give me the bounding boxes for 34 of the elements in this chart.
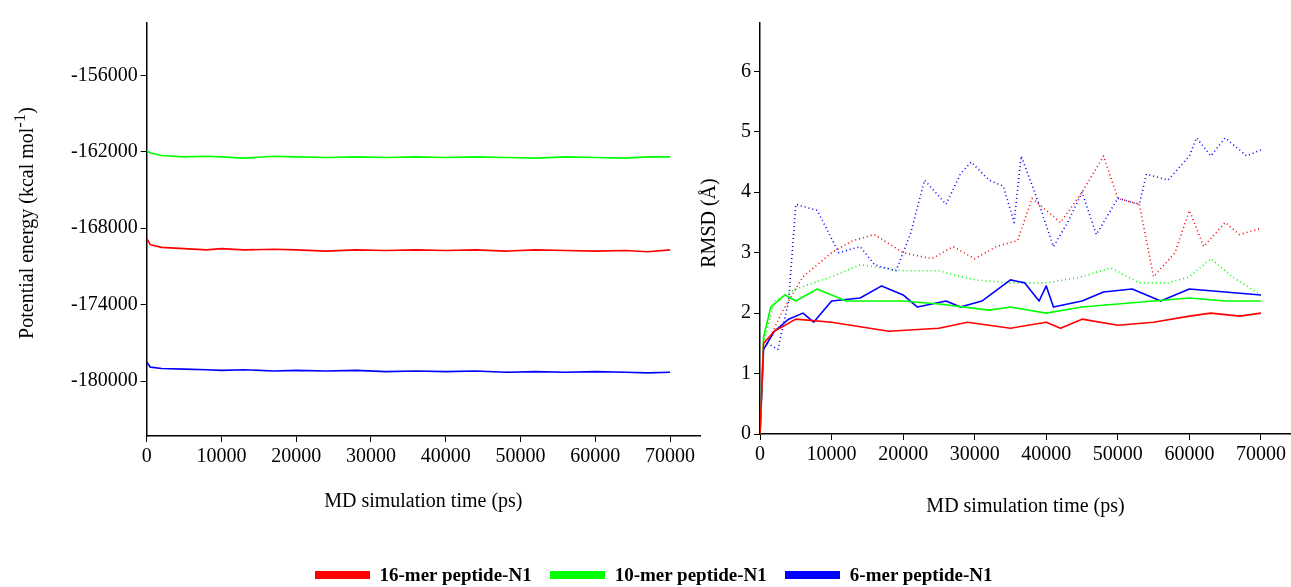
x-tick-label: 60000 xyxy=(1164,442,1215,465)
y-tick-label: 1 xyxy=(741,360,751,383)
x-tick-label: 20000 xyxy=(271,444,322,467)
x-tick-label: 10000 xyxy=(806,442,857,465)
x-axis-title: MD simulation time (ps) xyxy=(926,494,1125,518)
y-tick-label: 2 xyxy=(741,300,751,323)
y-axis-title: RMSD (Å) xyxy=(696,178,720,268)
x-tick-label: 40000 xyxy=(420,444,471,467)
x-tick-label: 30000 xyxy=(949,442,1000,465)
y-tick-label: 4 xyxy=(741,179,751,202)
y-tick-label: -180000 xyxy=(70,368,138,391)
y-tick-label: -168000 xyxy=(70,215,138,238)
x-tick-label: 50000 xyxy=(495,444,546,467)
x-tick-label: 60000 xyxy=(570,444,621,467)
y-tick-label: 6 xyxy=(741,58,751,81)
x-axis-title: MD simulation time (ps) xyxy=(324,489,523,513)
y-tick-label: -174000 xyxy=(70,291,138,314)
x-tick-label: 0 xyxy=(755,442,765,465)
y-tick-label: -162000 xyxy=(70,138,138,161)
x-tick-label: 10000 xyxy=(196,444,247,467)
x-tick-label: 70000 xyxy=(645,444,696,467)
x-tick-label: 50000 xyxy=(1092,442,1143,465)
x-tick-label: 20000 xyxy=(878,442,929,465)
y-tick-label: 3 xyxy=(741,239,751,262)
x-tick-label: 0 xyxy=(141,444,152,467)
y-tick-label: 5 xyxy=(741,119,751,142)
y-tick-label: -156000 xyxy=(70,62,138,85)
legend-label: 10-mer peptide-N1 xyxy=(614,564,767,586)
legend-label: 6-mer peptide-N1 xyxy=(849,564,993,586)
x-tick-label: 30000 xyxy=(345,444,396,467)
x-tick-label: 70000 xyxy=(1235,442,1286,465)
legend-label: 16-mer peptide-N1 xyxy=(379,564,532,586)
x-tick-label: 40000 xyxy=(1021,442,1072,465)
y-tick-label: 0 xyxy=(741,421,751,444)
